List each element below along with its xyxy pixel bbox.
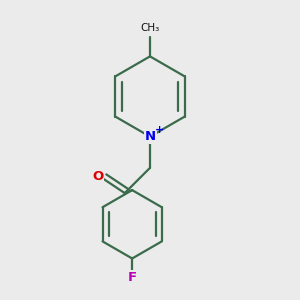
Text: O: O — [92, 170, 104, 183]
Text: +: + — [155, 125, 164, 135]
Text: N: N — [145, 130, 156, 143]
Text: F: F — [128, 271, 137, 284]
Text: CH₃: CH₃ — [140, 23, 160, 34]
